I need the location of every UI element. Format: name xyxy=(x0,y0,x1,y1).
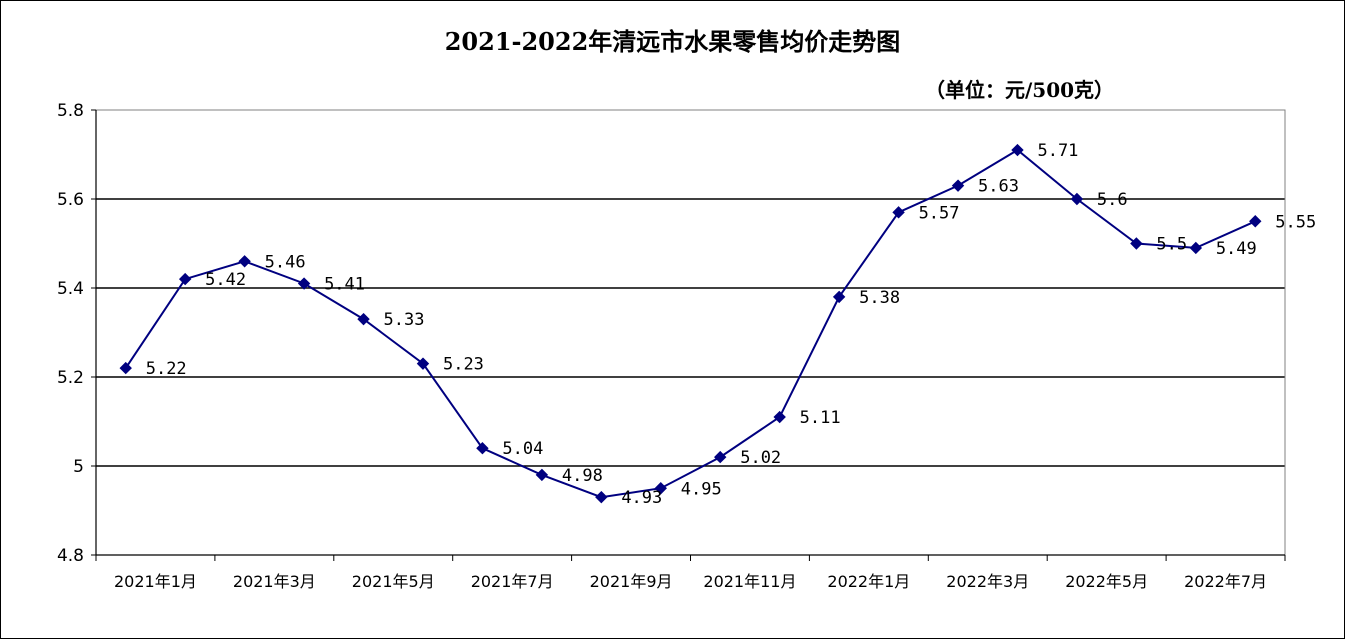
data-point xyxy=(773,410,786,424)
x-tick-label: 2022年5月 xyxy=(1065,572,1148,591)
x-tick-label: 2022年3月 xyxy=(946,572,1029,591)
y-tick-label: 5.2 xyxy=(57,368,84,388)
data-point xyxy=(892,206,905,219)
data-point xyxy=(654,482,667,495)
data-label: 5.42 xyxy=(205,270,246,290)
gridlines xyxy=(96,198,1285,467)
data-label: 5.23 xyxy=(443,355,484,375)
data-series xyxy=(119,143,1262,504)
y-tick-label: 5.4 xyxy=(57,279,84,299)
x-tick-label: 2021年3月 xyxy=(233,572,316,591)
axes xyxy=(91,109,1286,561)
data-point xyxy=(178,272,192,286)
data-point xyxy=(951,179,965,192)
series-line xyxy=(124,148,1256,499)
data-point xyxy=(1070,192,1084,206)
data-label: 5.71 xyxy=(1037,141,1078,161)
data-label: 5.49 xyxy=(1216,239,1257,259)
data-label: 5.5 xyxy=(1156,235,1187,255)
data-point xyxy=(714,450,727,464)
y-tick-label: 5.6 xyxy=(57,190,84,210)
y-tick-labels: 4.8 5 5.2 5.4 5.6 5.8 xyxy=(57,101,84,566)
data-label: 5.38 xyxy=(859,288,900,308)
data-label: 5.41 xyxy=(324,275,365,295)
x-tick-label: 2021年11月 xyxy=(703,572,796,591)
data-label: 5.6 xyxy=(1097,190,1128,210)
x-tick-label: 2021年7月 xyxy=(471,572,554,591)
data-labels: 5.22 5.42 5.46 5.41 5.33 5.23 5.04 4.98 4.93 4.95… xyxy=(146,141,1317,508)
x-tick-label: 2022年1月 xyxy=(827,572,910,591)
x-tick-label: 2021年9月 xyxy=(590,572,673,591)
data-label: 4.93 xyxy=(621,488,662,508)
x-tick-label: 2021年1月 xyxy=(114,572,197,591)
data-label: 5.57 xyxy=(919,203,960,223)
data-point xyxy=(416,357,430,370)
data-label: 5.02 xyxy=(740,448,781,468)
data-point xyxy=(1011,143,1024,157)
data-point xyxy=(476,441,489,455)
data-point xyxy=(297,277,311,290)
x-tick-label: 2021年5月 xyxy=(352,572,435,591)
y-tick-label: 5.8 xyxy=(57,101,84,121)
data-point xyxy=(595,490,608,504)
data-label: 5.46 xyxy=(265,252,306,272)
data-label: 4.95 xyxy=(681,479,722,499)
chart-title: 2021-2022年清远市水果零售均价走势图 xyxy=(444,27,901,56)
data-point xyxy=(832,290,846,304)
data-label: 5.33 xyxy=(384,310,425,330)
y-tick-label: 4.8 xyxy=(57,546,84,566)
data-label: 5.04 xyxy=(502,439,543,459)
data-point xyxy=(238,255,251,268)
data-point xyxy=(1189,241,1203,255)
data-label: 5.22 xyxy=(146,359,187,379)
data-label: 4.98 xyxy=(562,466,603,486)
x-tick-label: 2022年7月 xyxy=(1184,572,1267,591)
y-tick-label: 5 xyxy=(73,457,84,477)
data-point xyxy=(119,361,132,375)
data-label: 5.63 xyxy=(978,177,1019,197)
data-point xyxy=(1130,237,1143,250)
data-label: 5.11 xyxy=(800,408,841,428)
data-label: 5.55 xyxy=(1275,212,1316,232)
x-tick-labels: 2021年1月 2021年3月 2021年5月 2021年7月 2021年9月 2021年… xyxy=(114,572,1267,591)
data-point xyxy=(1249,215,1262,228)
chart-unit: （单位：元/500克） xyxy=(925,78,1115,102)
data-point xyxy=(535,468,549,482)
data-point xyxy=(357,312,370,326)
